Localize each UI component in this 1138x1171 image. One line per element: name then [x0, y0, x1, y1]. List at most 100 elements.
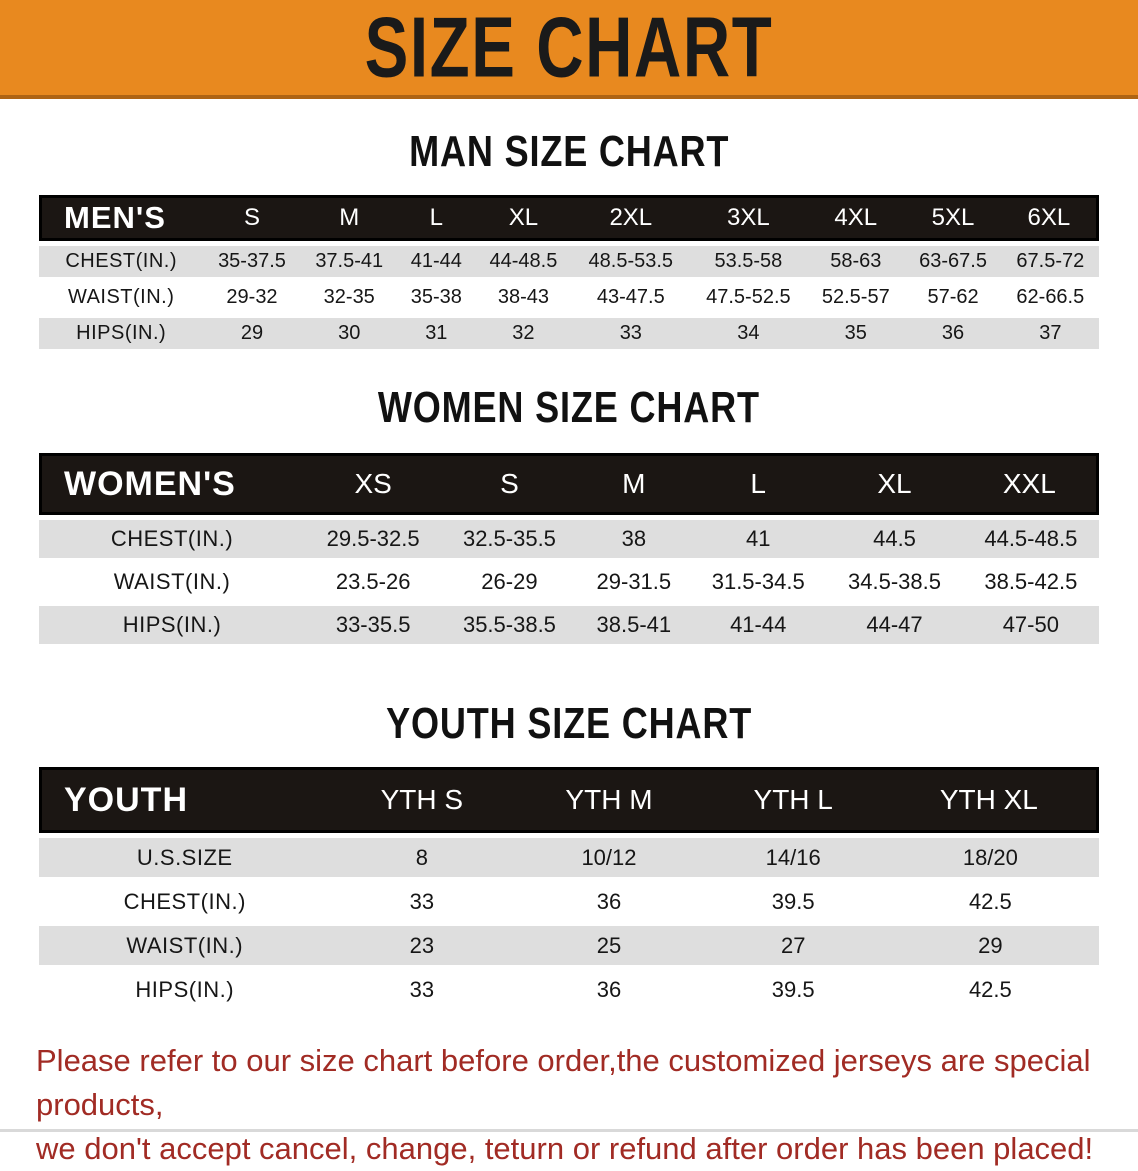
table-row: CHEST(IN.) 33 36 39.5 42.5 — [39, 877, 1099, 921]
size-value: 8 — [330, 833, 514, 877]
disclaimer-line-2: we don't accept cancel, change, teturn o… — [36, 1131, 1094, 1166]
table-row: HIPS(IN.) 33 36 39.5 42.5 — [39, 965, 1099, 1009]
size-value: 29-32 — [203, 277, 301, 313]
column-header: M — [300, 195, 398, 241]
disclaimer-line-1: Please refer to our size chart before or… — [36, 1043, 1091, 1122]
size-value: 38.5-42.5 — [962, 558, 1099, 601]
table-row: WAIST(IN.) 29-32 32-35 35-38 38-43 43-47.5 47.… — [39, 277, 1099, 313]
table-row: CHEST(IN.) 35-37.5 37.5-41 41-44 44-48.5 48.5… — [39, 241, 1099, 277]
size-value: 36 — [513, 877, 705, 921]
table-row: HIPS(IN.) 29 30 31 32 33 34 35 36 37 — [39, 313, 1099, 349]
size-value: 41 — [690, 515, 827, 558]
size-value: 36 — [513, 965, 705, 1009]
column-header: 6XL — [1001, 195, 1099, 241]
men-section-heading: MAN SIZE CHART — [408, 127, 730, 176]
size-value: 25 — [513, 921, 705, 965]
row-label: HIPS(IN.) — [39, 313, 204, 349]
size-value: 29.5-32.5 — [305, 515, 442, 558]
table-group-label: YOUTH — [39, 767, 331, 833]
size-value: 14/16 — [704, 833, 882, 877]
size-value: 47-50 — [962, 601, 1099, 644]
size-value: 23 — [330, 921, 514, 965]
women-size-section: WOMEN SIZE CHART WOMEN'S XS S M L XL XXL CHEST(… — [0, 382, 1138, 644]
row-label: HIPS(IN.) — [39, 965, 331, 1009]
size-value: 62-66.5 — [1001, 277, 1099, 313]
size-value: 39.5 — [704, 965, 882, 1009]
size-value: 33 — [572, 313, 690, 349]
size-value: 30 — [300, 313, 398, 349]
size-value: 10/12 — [513, 833, 705, 877]
size-value: 58-63 — [807, 241, 905, 277]
size-value: 44.5-48.5 — [962, 515, 1099, 558]
size-value: 34 — [689, 313, 808, 349]
column-header: 5XL — [904, 195, 1002, 241]
column-header: 4XL — [807, 195, 905, 241]
size-value: 38-43 — [474, 277, 573, 313]
size-value: 48.5-53.5 — [572, 241, 690, 277]
row-label: WAIST(IN.) — [39, 921, 331, 965]
size-value: 43-47.5 — [572, 277, 690, 313]
youth-size-table: YOUTH YTH S YTH M YTH L YTH XL U.S.SIZE 8 10/12… — [39, 767, 1099, 1009]
size-value: 35-38 — [397, 277, 475, 313]
table-group-label: WOMEN'S — [39, 453, 305, 515]
size-value: 33 — [330, 965, 514, 1009]
size-value: 63-67.5 — [904, 241, 1002, 277]
column-header: XXL — [962, 453, 1099, 515]
column-header: YTH L — [704, 767, 882, 833]
size-value: 41-44 — [690, 601, 827, 644]
size-value: 44.5 — [826, 515, 963, 558]
row-label: CHEST(IN.) — [39, 241, 204, 277]
row-label: U.S.SIZE — [39, 833, 331, 877]
size-value: 27 — [704, 921, 882, 965]
size-value: 52.5-57 — [807, 277, 905, 313]
row-label: WAIST(IN.) — [39, 558, 305, 601]
size-value: 23.5-26 — [305, 558, 442, 601]
size-value: 29 — [881, 921, 1099, 965]
column-header: S — [441, 453, 578, 515]
column-header: YTH M — [513, 767, 705, 833]
table-group-label: MEN'S — [39, 195, 204, 241]
table-header-row: YOUTH YTH S YTH M YTH L YTH XL — [39, 767, 1099, 833]
table-row: CHEST(IN.) 29.5-32.5 32.5-35.5 38 41 44.5 44.5… — [39, 515, 1099, 558]
row-label: WAIST(IN.) — [39, 277, 204, 313]
size-chart-banner: SIZE CHART — [0, 0, 1138, 99]
size-value: 37 — [1001, 313, 1099, 349]
column-header: XL — [826, 453, 963, 515]
column-header: YTH XL — [881, 767, 1099, 833]
size-value: 38 — [577, 515, 691, 558]
order-disclaimer: Please refer to our size chart before or… — [36, 1039, 1102, 1171]
banner-title: SIZE CHART — [364, 0, 774, 95]
size-value: 34.5-38.5 — [826, 558, 963, 601]
table-row: WAIST(IN.) 23.5-26 26-29 29-31.5 31.5-34.5 34… — [39, 558, 1099, 601]
size-value: 35-37.5 — [203, 241, 301, 277]
size-value: 31 — [397, 313, 475, 349]
youth-size-section: YOUTH SIZE CHART YOUTH YTH S YTH M YTH L YTH… — [0, 698, 1138, 1009]
size-value: 38.5-41 — [577, 601, 691, 644]
size-value: 53.5-58 — [689, 241, 808, 277]
size-value: 32 — [474, 313, 573, 349]
size-value: 18/20 — [881, 833, 1099, 877]
women-section-heading: WOMEN SIZE CHART — [378, 383, 760, 432]
size-value: 33-35.5 — [305, 601, 442, 644]
size-value: 26-29 — [441, 558, 578, 601]
size-value: 67.5-72 — [1001, 241, 1099, 277]
table-row: U.S.SIZE 8 10/12 14/16 18/20 — [39, 833, 1099, 877]
women-size-table: WOMEN'S XS S M L XL XXL CHEST(IN.) 29.5-32.5 32.5… — [39, 453, 1099, 644]
size-value: 44-48.5 — [474, 241, 573, 277]
size-value: 29 — [203, 313, 301, 349]
size-value: 32-35 — [300, 277, 398, 313]
men-size-section: MAN SIZE CHART MEN'S S M L XL 2XL 3XL 4XL 5XL 6XL… — [0, 126, 1138, 349]
size-value: 39.5 — [704, 877, 882, 921]
table-header-row: MEN'S S M L XL 2XL 3XL 4XL 5XL 6XL — [39, 195, 1099, 241]
size-value: 29-31.5 — [577, 558, 691, 601]
size-value: 32.5-35.5 — [441, 515, 578, 558]
column-header: YTH S — [330, 767, 514, 833]
column-header: 2XL — [572, 195, 690, 241]
size-value: 37.5-41 — [300, 241, 398, 277]
size-value: 31.5-34.5 — [690, 558, 827, 601]
size-value: 57-62 — [904, 277, 1002, 313]
page-bottom-divider — [0, 1129, 1138, 1132]
row-label: HIPS(IN.) — [39, 601, 305, 644]
youth-section-heading: YOUTH SIZE CHART — [386, 699, 752, 748]
size-value: 35 — [807, 313, 905, 349]
